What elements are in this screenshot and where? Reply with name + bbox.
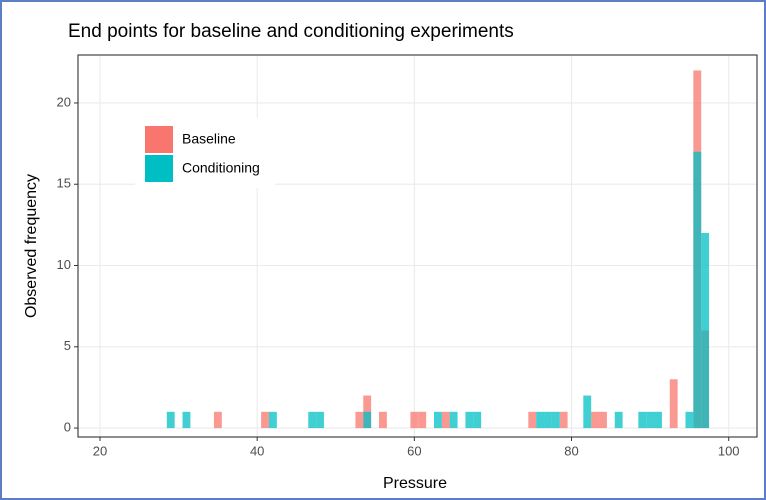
bar [559, 411, 568, 429]
bar [551, 411, 560, 429]
y-tick-label: 5 [64, 338, 71, 353]
bar [583, 395, 592, 429]
bar [693, 151, 702, 429]
panel-border [77, 54, 758, 438]
bar [638, 411, 647, 429]
bar [410, 411, 419, 429]
legend-label: Conditioning [182, 160, 260, 176]
plot-panel [78, 55, 757, 437]
y-axis-title: Observed frequency [23, 174, 40, 318]
bar [418, 411, 427, 429]
bar [646, 411, 655, 429]
bar [166, 411, 175, 429]
y-tick-label: 10 [57, 257, 71, 272]
bar [213, 411, 222, 429]
bar [441, 411, 450, 429]
x-tick-label: 60 [407, 443, 421, 458]
bar [654, 411, 662, 429]
x-tick-label: 100 [718, 443, 740, 458]
x-axis-title: Pressure [383, 475, 447, 492]
legend-key [145, 155, 173, 182]
x-tick-label: 40 [250, 443, 264, 458]
bar [308, 411, 317, 429]
bar [449, 411, 458, 429]
bar [599, 411, 607, 429]
legend-key [145, 126, 173, 153]
bar [614, 411, 623, 429]
bar [591, 411, 600, 429]
y-tick-label: 20 [57, 94, 71, 109]
bar [701, 232, 710, 429]
bar [316, 411, 324, 429]
bar [536, 411, 545, 429]
bar [355, 411, 364, 429]
bar [268, 411, 277, 429]
legend-label: Baseline [182, 131, 236, 147]
legend: Baseline Conditioning [135, 118, 275, 188]
bar [473, 411, 482, 429]
bar [261, 411, 269, 429]
bar [465, 411, 474, 429]
bar [528, 411, 537, 429]
y-tick-label: 0 [64, 419, 71, 434]
bar [544, 411, 552, 429]
bar [685, 411, 694, 429]
bar [363, 411, 372, 429]
x-tick-label: 20 [93, 443, 107, 458]
chart-title: End points for baseline and conditioning… [68, 21, 514, 42]
bar [669, 379, 678, 429]
bar [378, 411, 387, 429]
y-tick-label: 15 [57, 176, 71, 191]
bar [182, 411, 191, 429]
x-tick-label: 80 [564, 443, 578, 458]
bar [434, 411, 442, 429]
